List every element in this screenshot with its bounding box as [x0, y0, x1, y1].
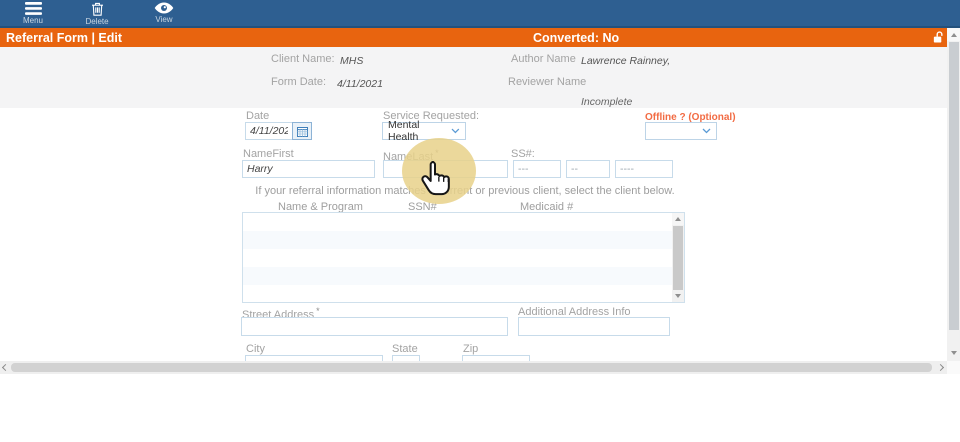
menu-button[interactable]: Menu — [11, 2, 55, 26]
column-header-medicaid: Medicaid # — [520, 201, 574, 213]
additional-address-input[interactable] — [518, 317, 670, 336]
name-first-label: NameFirst — [243, 148, 294, 160]
calendar-icon — [296, 126, 308, 137]
date-label: Date — [246, 110, 270, 122]
scroll-down-arrow-icon[interactable] — [947, 346, 960, 359]
form-header: Client Name: MHS Form Date: 4/11/2021 Au… — [0, 47, 947, 108]
list-row — [243, 285, 672, 302]
list-row — [243, 249, 672, 267]
menu-button-label: Menu — [22, 16, 43, 25]
match-help-text: If your referral information matches a c… — [255, 185, 675, 197]
state-label: State — [392, 343, 418, 355]
status-text: Incomplete — [581, 96, 633, 108]
list-row — [243, 231, 672, 249]
client-name-label: Client Name: — [271, 53, 335, 65]
name-last-input[interactable] — [383, 160, 508, 178]
required-asterisk: * — [316, 306, 320, 316]
author-name-label: Author Name — [511, 53, 576, 65]
name-first-input[interactable] — [242, 160, 375, 178]
ssn-part3-input[interactable] — [615, 160, 673, 178]
form-body: Date Service Requested: Mental Health Of… — [0, 108, 947, 361]
form-date-label: Form Date: — [271, 76, 327, 88]
city-label: City — [246, 343, 265, 355]
page-title: Referral Form | Edit — [6, 31, 123, 45]
calendar-button[interactable] — [292, 122, 312, 140]
eye-icon — [154, 2, 174, 14]
chevron-down-icon — [451, 128, 460, 134]
ssn-label: SS#: — [511, 148, 535, 160]
reviewer-name-label: Reviewer Name — [508, 76, 587, 88]
scroll-up-arrow-icon[interactable] — [672, 213, 684, 225]
author-name-value: Lawrence Rainney, — [581, 55, 671, 67]
service-requested-label: Service Requested: — [383, 110, 479, 122]
offline-dropdown[interactable] — [645, 122, 717, 140]
list-row — [243, 267, 672, 285]
column-header-name-program: Name & Program — [278, 201, 363, 213]
service-requested-value: Mental Health — [388, 119, 420, 143]
required-asterisk: * — [435, 148, 439, 158]
scroll-left-arrow-icon[interactable] — [1, 363, 10, 372]
vertical-scrollbar-thumb[interactable] — [948, 42, 959, 330]
delete-button-label: Delete — [85, 17, 109, 26]
scroll-up-arrow-icon[interactable] — [947, 28, 960, 41]
street-address-input[interactable] — [241, 317, 508, 336]
city-input[interactable] — [245, 355, 383, 361]
listbox-scrollbar[interactable] — [672, 213, 684, 302]
horizontal-scrollbar[interactable] — [0, 361, 947, 374]
menu-icon — [24, 2, 42, 15]
date-input[interactable] — [245, 122, 293, 140]
scroll-down-arrow-icon[interactable] — [672, 290, 684, 302]
client-name-value: MHS — [340, 55, 364, 67]
converted-status: Converted: No — [533, 31, 620, 45]
additional-address-label: Additional Address Info — [518, 306, 631, 318]
listbox-scrollbar-thumb[interactable] — [673, 226, 683, 290]
client-match-listbox[interactable] — [242, 212, 685, 303]
scroll-right-arrow-icon[interactable] — [936, 363, 945, 372]
ssn-part2-input[interactable] — [566, 160, 610, 178]
view-button-label: View — [155, 15, 173, 24]
delete-button[interactable]: Delete — [75, 2, 119, 26]
trash-icon — [91, 2, 103, 16]
unlock-icon[interactable] — [932, 31, 945, 49]
horizontal-scrollbar-thumb[interactable] — [11, 363, 932, 372]
zip-label: Zip — [463, 343, 479, 355]
view-button[interactable]: View — [142, 2, 186, 26]
service-requested-dropdown[interactable]: Mental Health — [382, 119, 466, 143]
scrollbar-corner — [947, 361, 960, 374]
form-date-value: 4/11/2021 — [337, 78, 383, 90]
offline-optional-label: Offline ? (Optional) — [645, 112, 736, 123]
chevron-down-icon — [702, 128, 711, 134]
title-bar: Referral Form | Edit Converted: No — [0, 28, 947, 47]
ssn-part1-input[interactable] — [513, 160, 561, 178]
state-input[interactable] — [392, 355, 420, 361]
list-row — [243, 213, 672, 231]
top-toolbar: Menu Delete View — [0, 0, 960, 28]
zip-input[interactable] — [462, 355, 530, 361]
vertical-scrollbar[interactable] — [947, 28, 960, 361]
column-header-ssn: SSN# — [408, 201, 437, 213]
